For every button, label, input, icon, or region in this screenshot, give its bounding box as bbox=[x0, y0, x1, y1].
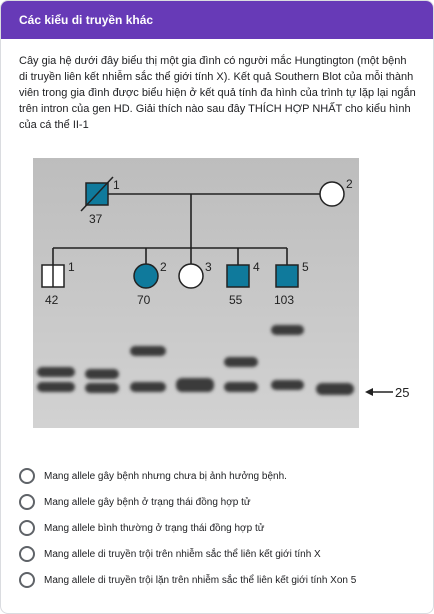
member-I-1-id: 1 bbox=[113, 178, 120, 192]
band-I2-upper bbox=[85, 369, 119, 379]
band-II3-lower bbox=[224, 382, 258, 392]
band-II3-upper bbox=[224, 357, 258, 367]
band-arrow-label: 25 bbox=[395, 385, 409, 400]
band-II4-lower bbox=[271, 380, 304, 390]
option-5[interactable]: Mang allele di truyền trội lặn trên nhiễ… bbox=[19, 567, 419, 593]
radio-button[interactable] bbox=[19, 572, 35, 588]
pedigree-blot-figure: I II 1 37 2 1 42 2 bbox=[13, 156, 423, 431]
band-I1-lower bbox=[37, 382, 75, 392]
answer-options: Mang allele gây bệnh nhưng chưa bị ảnh h… bbox=[19, 463, 419, 593]
member-II-2-id: 2 bbox=[160, 260, 167, 274]
option-1[interactable]: Mang allele gây bệnh nhưng chưa bị ảnh h… bbox=[19, 463, 419, 489]
member-II-2-repeat: 70 bbox=[137, 293, 151, 307]
pedigree-svg: I II 1 37 2 1 42 2 bbox=[13, 158, 409, 428]
member-II-2-symbol bbox=[133, 263, 159, 289]
member-II-4-repeat: 55 bbox=[229, 293, 243, 307]
arrow-head-icon bbox=[365, 388, 373, 396]
option-label: Mang allele di truyền trội trên nhiễm sắ… bbox=[44, 548, 321, 560]
band-II5 bbox=[316, 383, 354, 395]
band-II1-lower bbox=[130, 382, 166, 392]
band-I2-lower bbox=[85, 383, 119, 393]
member-I-2-id: 2 bbox=[346, 177, 353, 191]
member-I-2-symbol bbox=[319, 181, 345, 207]
band-II2 bbox=[176, 378, 214, 392]
section-title: Các kiểu di truyền khác bbox=[19, 13, 154, 27]
band-II4-upper bbox=[271, 325, 304, 335]
member-II-3-symbol bbox=[178, 263, 204, 289]
option-label: Mang allele gây bệnh ở trạng thái đồng h… bbox=[44, 496, 251, 508]
member-II-3-id: 3 bbox=[205, 260, 212, 274]
member-I-1-repeat: 37 bbox=[89, 212, 103, 226]
option-label: Mang allele di truyền trội lặn trên nhiễ… bbox=[44, 574, 357, 586]
radio-button[interactable] bbox=[19, 468, 35, 484]
member-II-5-symbol bbox=[275, 264, 299, 288]
band-I1-upper bbox=[37, 367, 75, 377]
deceased-slash bbox=[80, 176, 114, 212]
question-text: Cây gia hệ dưới đây biểu thị một gia đìn… bbox=[19, 55, 416, 131]
radio-button[interactable] bbox=[19, 520, 35, 536]
radio-button[interactable] bbox=[19, 546, 35, 562]
option-label: Mang allele bình thường ở trạng thái đồn… bbox=[44, 522, 265, 534]
radio-button[interactable] bbox=[19, 494, 35, 510]
member-II-4-symbol bbox=[226, 264, 250, 288]
band-II1-upper bbox=[130, 346, 166, 356]
member-II-1-repeat: 42 bbox=[45, 293, 59, 307]
option-3[interactable]: Mang allele bình thường ở trạng thái đồn… bbox=[19, 515, 419, 541]
option-4[interactable]: Mang allele di truyền trội trên nhiễm sắ… bbox=[19, 541, 419, 567]
option-label: Mang allele gây bệnh nhưng chưa bị ảnh h… bbox=[44, 470, 287, 482]
member-II-5-id: 5 bbox=[302, 260, 309, 274]
member-II-4-id: 4 bbox=[253, 260, 260, 274]
option-2[interactable]: Mang allele gây bệnh ở trạng thái đồng h… bbox=[19, 489, 419, 515]
member-II-1-id: 1 bbox=[68, 260, 75, 274]
member-II-5-repeat: 103 bbox=[274, 293, 294, 307]
section-header: Các kiểu di truyền khác bbox=[1, 1, 433, 39]
